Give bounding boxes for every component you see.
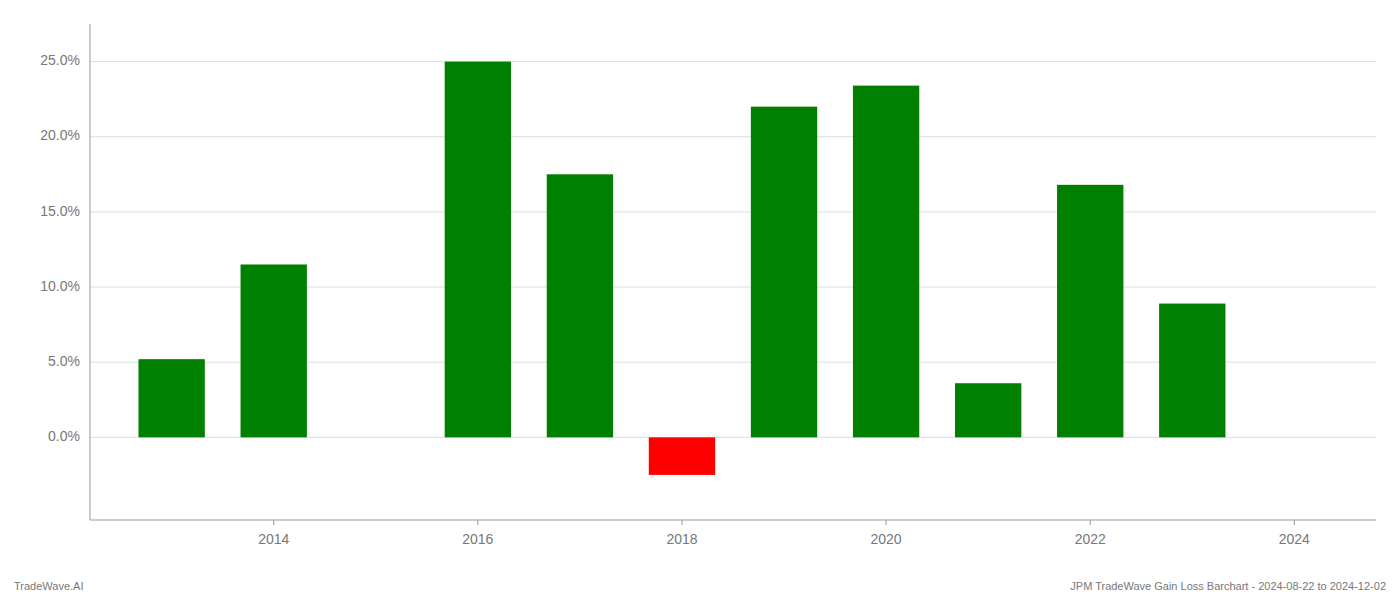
bar xyxy=(751,107,817,438)
y-tick-label: 5.0% xyxy=(48,353,80,369)
footer-left: TradeWave.AI xyxy=(14,580,84,592)
y-axis-line xyxy=(90,24,91,520)
y-tick-labels: 0.0% 5.0% 10.0% 15.0% 20.0% 25.0% xyxy=(40,52,80,444)
bar xyxy=(649,437,715,475)
footer-right: JPM TradeWave Gain Loss Barchart - 2024-… xyxy=(1070,580,1386,592)
x-tick xyxy=(1294,520,1295,525)
y-tick-label: 15.0% xyxy=(40,203,80,219)
x-tick xyxy=(681,520,682,525)
grid xyxy=(90,62,1376,438)
x-tick-label: 2024 xyxy=(1279,531,1310,547)
grid-line xyxy=(90,61,1376,62)
bar xyxy=(547,174,613,437)
bar xyxy=(955,383,1021,437)
bar xyxy=(853,86,919,438)
bar xyxy=(1057,185,1123,438)
bar xyxy=(138,359,204,437)
y-tick-label: 20.0% xyxy=(40,127,80,143)
background xyxy=(0,0,1400,600)
x-tick xyxy=(1090,520,1091,525)
y-tick-label: 0.0% xyxy=(48,428,80,444)
bars xyxy=(138,62,1225,475)
chart: 0.0% 5.0% 10.0% 15.0% 20.0% 25.0% 2014 2016 2018… xyxy=(0,0,1400,600)
x-axis-line xyxy=(90,520,1376,521)
x-ticks: 2014 2016 2018 2020 2022 2024 xyxy=(258,520,1310,547)
x-tick xyxy=(886,520,887,525)
grid-line xyxy=(90,211,1376,212)
bar xyxy=(1159,304,1225,438)
x-tick xyxy=(273,520,274,525)
y-tick-label: 25.0% xyxy=(40,52,80,68)
grid-line xyxy=(90,136,1376,137)
x-tick-label: 2018 xyxy=(666,531,697,547)
x-tick-label: 2020 xyxy=(871,531,902,547)
x-tick-label: 2014 xyxy=(258,531,289,547)
x-tick-label: 2016 xyxy=(462,531,493,547)
x-tick-label: 2022 xyxy=(1075,531,1106,547)
bar xyxy=(241,264,307,437)
x-tick xyxy=(477,520,478,525)
bar xyxy=(445,62,511,438)
y-tick-label: 10.0% xyxy=(40,278,80,294)
